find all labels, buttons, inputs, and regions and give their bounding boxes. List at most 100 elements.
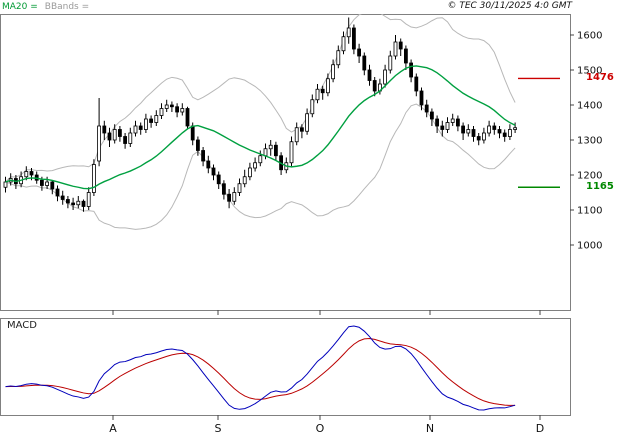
ma20-polyline xyxy=(5,65,516,190)
y-axis-label: 1000 xyxy=(577,241,602,252)
candle-body xyxy=(357,48,362,57)
candle-body xyxy=(128,132,133,144)
candle-body xyxy=(185,108,190,127)
candle-body xyxy=(112,129,117,141)
candle-body xyxy=(513,127,517,130)
candle-body xyxy=(440,125,445,130)
candle-body xyxy=(81,200,86,207)
candle-body xyxy=(336,50,341,66)
candle-body xyxy=(367,69,372,81)
candle-body xyxy=(341,36,346,52)
candle-body xyxy=(450,118,455,123)
candle-body xyxy=(471,129,476,137)
candle-body xyxy=(393,41,398,57)
candle-body xyxy=(388,55,393,71)
month-label: O xyxy=(316,422,325,435)
candle-body xyxy=(71,202,75,206)
candle-body xyxy=(289,141,294,164)
candle-body xyxy=(60,195,65,200)
candle-body xyxy=(273,144,278,157)
candle-body xyxy=(195,139,200,151)
candle-body xyxy=(487,125,492,134)
candle-body xyxy=(159,108,164,116)
candle-body xyxy=(55,188,60,197)
candle-body xyxy=(346,27,351,38)
copyright-timestamp: © TEC 30/11/2025 4:0 GMT xyxy=(447,1,572,11)
candle-body xyxy=(138,125,143,130)
candle-body xyxy=(97,125,101,162)
candle-body xyxy=(24,171,29,178)
candle-body xyxy=(180,108,185,113)
panel-frames xyxy=(0,14,571,416)
candle-body xyxy=(227,193,232,202)
candle-body xyxy=(211,167,216,176)
candle-body xyxy=(305,113,310,132)
candle-body xyxy=(409,62,414,78)
support-resistance-segments xyxy=(518,77,560,188)
candle-body xyxy=(221,183,226,195)
candle-body xyxy=(403,48,408,64)
candle-body xyxy=(492,125,497,130)
candle-body xyxy=(445,122,450,130)
candle-body xyxy=(419,90,424,106)
candle-body xyxy=(481,132,486,141)
candle-body xyxy=(107,132,112,141)
candle-body xyxy=(414,76,419,92)
bbands-legend-label: BBands = xyxy=(44,2,90,12)
candle-body xyxy=(247,167,252,178)
candle-body xyxy=(398,41,403,50)
y-axis-label: 1300 xyxy=(577,136,602,147)
candle-body xyxy=(507,129,512,137)
candle-body xyxy=(362,55,367,71)
month-label: N xyxy=(426,422,434,435)
candle-body xyxy=(331,64,336,80)
candle-body xyxy=(372,80,377,92)
candle-body xyxy=(237,183,242,193)
candle-body xyxy=(299,127,304,132)
candle-body xyxy=(102,125,107,134)
candle-body xyxy=(466,129,471,134)
y-axis-label: 1200 xyxy=(577,171,602,182)
candle-body xyxy=(164,104,169,109)
month-label: S xyxy=(215,422,222,435)
candle-body xyxy=(424,104,429,113)
candle-body xyxy=(149,118,154,123)
ma20-line xyxy=(5,65,516,190)
resistance-price-label: 1476 xyxy=(586,72,614,84)
candle-body xyxy=(29,171,34,176)
candle-body xyxy=(123,136,127,144)
candle-body xyxy=(232,192,237,202)
candle-body xyxy=(92,164,96,193)
y-axis-label: 1400 xyxy=(577,101,602,112)
candle-body xyxy=(66,199,70,204)
macd-main-line xyxy=(5,325,516,411)
axis-labels-and-ticks: 1600 1500 1400 1300 1200 1100 1000 A S O N D xyxy=(109,31,602,436)
candle-body xyxy=(320,88,325,94)
candle-body xyxy=(154,115,159,123)
indicator-legend: MA20 = BBands = xyxy=(2,1,89,13)
candle-body xyxy=(242,176,247,185)
candle-body xyxy=(429,111,434,120)
candle-body xyxy=(502,132,507,137)
candle-body xyxy=(175,106,180,113)
candle-body xyxy=(201,150,206,162)
candle-body xyxy=(190,125,195,141)
macd-lines xyxy=(5,325,516,411)
month-label: D xyxy=(536,422,544,435)
support-price-label: 1165 xyxy=(586,181,614,193)
candle-body xyxy=(76,200,81,206)
candle-body xyxy=(435,118,440,127)
candle-body xyxy=(310,99,315,115)
candle-body xyxy=(133,125,138,134)
candle-body xyxy=(258,155,263,164)
candle-body xyxy=(143,118,148,130)
candle-body xyxy=(169,104,174,108)
month-label: A xyxy=(109,422,117,435)
candle-body xyxy=(118,129,122,137)
candle-body xyxy=(268,144,273,150)
candle-body xyxy=(3,181,8,188)
candle-body xyxy=(497,129,502,134)
bollinger-upper-band xyxy=(5,14,516,183)
